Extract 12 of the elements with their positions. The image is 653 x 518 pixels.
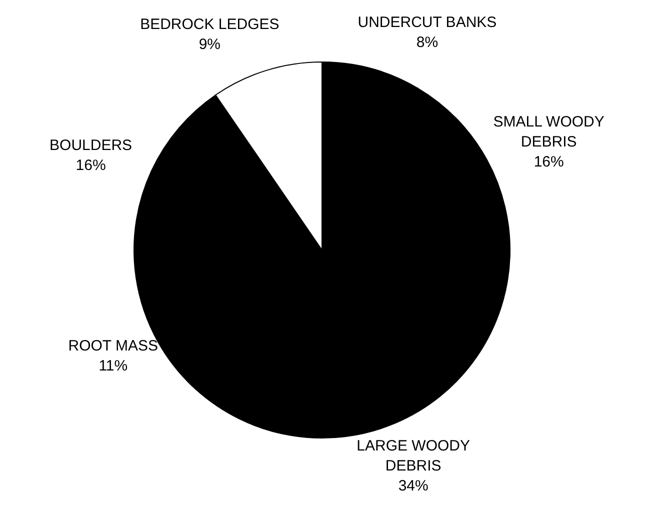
slice-label: SMALL WOODY DEBRIS: [493, 112, 604, 150]
data-label: 16%: [534, 152, 564, 170]
data-label: 8%: [416, 34, 438, 51]
data-label: 16%: [76, 156, 106, 174]
data-label: 9%: [198, 36, 221, 53]
slice-label: UNDERCUT BANKS: [358, 14, 497, 31]
data-label: 11%: [98, 357, 128, 374]
slice-label: BEDROCK LEDGES: [140, 16, 280, 33]
slice-label: LARGE WOODY DEBRIS: [356, 436, 470, 474]
slice-label: ROOT MASS: [68, 337, 158, 354]
data-label: 34%: [398, 476, 428, 494]
slice-label: BOULDERS: [50, 136, 132, 154]
